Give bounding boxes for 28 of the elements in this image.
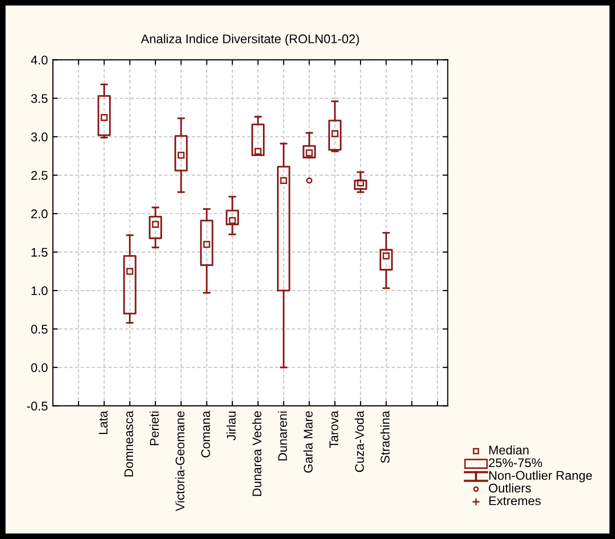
y-tick-label: 3.5: [31, 94, 48, 103]
x-tick-label: Perieti: [150, 412, 159, 446]
y-tick-label: 0.0: [31, 363, 48, 372]
x-tick-label: Garla Mare: [303, 411, 313, 473]
text: Extremes: [489, 496, 541, 506]
x-tick-label: Dunarea Veche: [252, 411, 262, 496]
x-tick-label: Tarova: [330, 410, 338, 448]
text: Non-Outlier Range: [489, 470, 592, 482]
x-tick-label: Strachina: [380, 410, 390, 463]
y-tick-label: 0.5: [31, 324, 48, 334]
text: Outliers: [488, 483, 531, 492]
x-tick-label: Victoria-Geomane: [175, 411, 184, 512]
text: Median: [489, 445, 528, 454]
y-tick-label: 2.0: [31, 209, 48, 218]
x-tick-label: Lata: [98, 410, 108, 434]
y-tick-label: -0.5: [27, 402, 48, 411]
y-tick-label: 1.0: [32, 286, 48, 296]
x-tick-label: Jirlau: [226, 412, 236, 440]
x-tick-label: Dunareni: [278, 412, 287, 460]
x-tick-label: Domneasca: [124, 410, 134, 476]
y-tick-label: 4.0: [30, 56, 48, 64]
y-tick-label: 1.5: [32, 248, 48, 257]
text: 25%-75%: [488, 458, 542, 468]
y-tick-label: 2.5: [31, 170, 48, 180]
x-tick-label: Cuza-Voda: [354, 410, 364, 472]
chart-title: Analiza Indice Diversitate (ROLN01-02): [140, 34, 359, 46]
x-tick-label: Comana: [201, 410, 210, 458]
y-tick-label: 3.0: [31, 132, 48, 142]
